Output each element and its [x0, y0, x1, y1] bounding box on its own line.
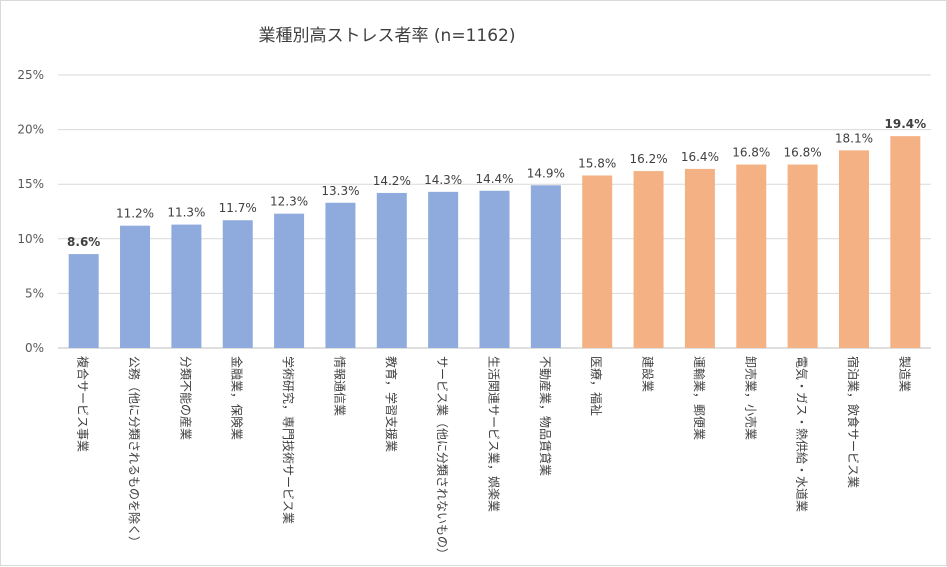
bar: [890, 136, 921, 348]
category-label: 製造業: [897, 356, 911, 392]
category-label: 学術研究，専門技術サービス業: [281, 356, 296, 524]
category-label: 情報通信業: [332, 356, 346, 416]
data-label: 12.3%: [270, 195, 308, 209]
y-tick-label: 5%: [25, 286, 44, 300]
data-label: 14.9%: [527, 166, 565, 180]
bar: [633, 171, 664, 348]
x-axis: 複合サービス事業 公務（他に分類されるものを除く） 分類不能の産業 金融業，保険業 学術…: [76, 356, 912, 560]
data-label: 11.3%: [167, 206, 205, 220]
data-label: 11.2%: [116, 207, 154, 221]
data-label: 19.4%: [885, 117, 927, 131]
data-label: 14.3%: [424, 173, 462, 187]
category-label: サービス業（他に分類されないもの）: [435, 356, 449, 560]
data-label: 15.8%: [578, 156, 616, 170]
data-label: 16.2%: [629, 152, 667, 166]
bar: [68, 254, 99, 348]
bars: [68, 136, 921, 348]
data-label: 16.8%: [732, 146, 770, 160]
category-label: 宿泊業，飲食サービス業: [846, 356, 861, 488]
bar: [325, 202, 356, 348]
category-label: 金融業，保険業: [230, 356, 245, 440]
category-label: 運輸業，郵便業: [692, 356, 707, 440]
data-label: 18.1%: [835, 131, 873, 145]
data-label: 14.4%: [475, 172, 513, 186]
bar: [376, 192, 407, 348]
y-tick-label: 20%: [17, 123, 44, 137]
bar: [582, 175, 613, 348]
category-label: 卸売業，小売業: [743, 356, 758, 440]
bar: [736, 164, 767, 348]
y-tick-label: 10%: [17, 232, 44, 246]
data-label: 14.2%: [373, 174, 411, 188]
bar: [222, 220, 253, 348]
data-label: 16.4%: [681, 150, 719, 164]
category-label: 建設業: [641, 356, 656, 392]
data-label: 16.8%: [784, 146, 822, 160]
bar: [684, 168, 715, 348]
bar: [479, 190, 510, 348]
y-tick-label: 25%: [17, 68, 44, 82]
category-label: 医療，福祉: [589, 356, 604, 416]
y-tick-label: 0%: [25, 341, 44, 355]
category-label: 生活関連サービス業，娯楽業: [487, 356, 501, 512]
category-label: 分類不能の産業: [178, 356, 193, 440]
data-labels: 8.6% 11.2% 11.3% 11.7% 12.3% 13.3% 14.2% 14.3% 1…: [67, 117, 926, 249]
category-label: 電気・ガス・熱供給・水道業: [795, 356, 810, 512]
data-label: 8.6%: [67, 235, 100, 249]
bar: [530, 185, 561, 348]
category-label: 複合サービス事業: [76, 356, 91, 452]
data-label: 11.7%: [219, 201, 257, 215]
y-axis: 0% 5% 10% 15% 20% 25%: [17, 68, 44, 355]
category-label: 公務（他に分類されるものを除く）: [127, 356, 142, 548]
bar: [838, 150, 869, 348]
category-label: 不動産業，物品賃貸業: [538, 356, 553, 476]
bar: [120, 225, 151, 348]
bar: [171, 224, 202, 348]
data-label: 13.3%: [321, 184, 359, 198]
chart-title: 業種別高ストレス者率 (n=1162): [259, 26, 516, 46]
category-label: 教育，学習支援業: [384, 356, 399, 452]
y-tick-label: 15%: [17, 177, 44, 191]
bar: [787, 164, 818, 348]
bar: [274, 213, 305, 348]
bar: [428, 191, 459, 348]
